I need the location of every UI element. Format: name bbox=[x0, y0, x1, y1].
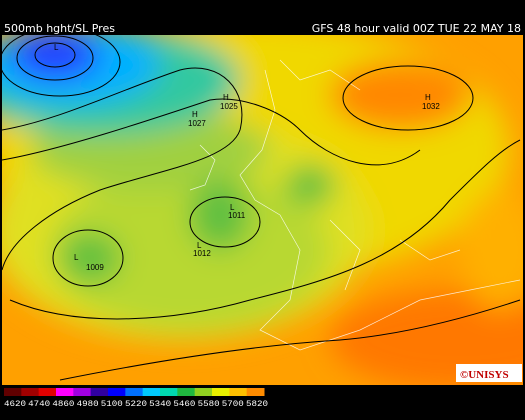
system-letter: L bbox=[197, 241, 202, 250]
legend-swatch bbox=[160, 388, 178, 396]
system-pressure: 1011 bbox=[228, 211, 246, 220]
system-pressure: 1032 bbox=[422, 102, 440, 111]
header-left: 500mb hght/SL Pres bbox=[4, 22, 115, 35]
legend-tick-label: 5580 bbox=[198, 400, 220, 409]
system-letter: L bbox=[54, 43, 59, 52]
color-legend: 4620 4740 4860 4980 5100 5220 5340 5460 5580 5700… bbox=[4, 388, 268, 409]
legend-swatch bbox=[73, 388, 92, 396]
contours bbox=[2, 35, 521, 381]
system-letter: L bbox=[230, 203, 235, 212]
legend-swatch bbox=[229, 388, 248, 396]
legend-tick-label: 5220 bbox=[125, 400, 147, 409]
system-letter: H bbox=[223, 93, 229, 102]
system-pressure: 1009 bbox=[86, 263, 104, 272]
system-pressure: 1012 bbox=[193, 249, 211, 258]
legend-swatch bbox=[212, 388, 230, 396]
legend-swatch bbox=[108, 388, 126, 396]
legend-swatch bbox=[177, 388, 196, 396]
system-pressure: 1025 bbox=[220, 102, 238, 111]
system-letter: H bbox=[192, 110, 198, 119]
legend-swatch bbox=[194, 388, 213, 396]
legend-swatch bbox=[246, 388, 265, 396]
legend-tick-label: 4980 bbox=[77, 400, 99, 409]
map: L H 1025 H 1027 H 1032 L 1011 L 1012 L 1… bbox=[2, 35, 523, 385]
legend-tick-label: 4860 bbox=[52, 400, 74, 409]
system-letter: H bbox=[425, 93, 431, 102]
legend-swatch bbox=[142, 388, 161, 396]
legend-swatch bbox=[38, 388, 57, 396]
legend-tick-label: 5100 bbox=[101, 400, 123, 409]
header-right: GFS 48 hour valid 00Z TUE 22 MAY 18 bbox=[312, 22, 521, 35]
coastlines bbox=[189, 59, 521, 351]
legend-tick-label: 4740 bbox=[28, 400, 50, 409]
legend-tick-label: 5820 bbox=[246, 400, 268, 409]
legend-tick-label: 5700 bbox=[222, 400, 244, 409]
legend-swatch bbox=[125, 388, 144, 396]
logo-box bbox=[456, 364, 522, 382]
logo: ©UNISYS bbox=[460, 369, 509, 381]
system-pressure: 1027 bbox=[188, 119, 206, 128]
legend-tick-label: 5340 bbox=[149, 400, 171, 409]
legend-tick-label: 4620 bbox=[4, 400, 26, 409]
legend-swatch bbox=[90, 388, 109, 396]
legend-swatch bbox=[21, 388, 40, 396]
system-letter: L bbox=[74, 253, 79, 262]
legend-swatch bbox=[56, 388, 74, 396]
legend-tick-label: 5460 bbox=[173, 400, 195, 409]
legend-swatch bbox=[4, 388, 22, 396]
